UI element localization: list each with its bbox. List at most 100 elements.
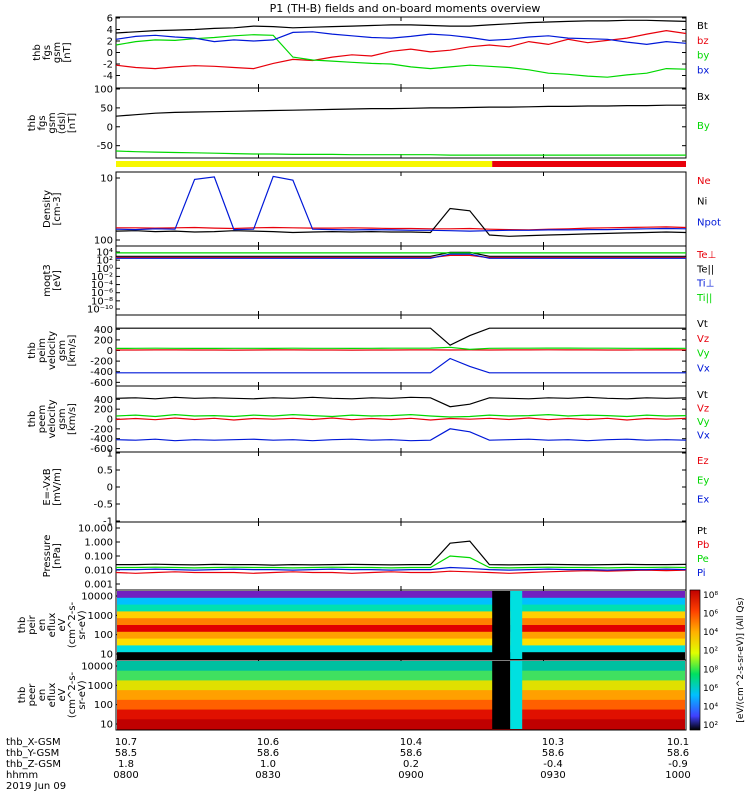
legend-Vx: Vx <box>697 431 710 442</box>
series-line-Vz <box>115 417 687 421</box>
ylabel-line: eV <box>57 618 68 631</box>
ytick-label: 100 <box>94 700 113 711</box>
spectrogram-band <box>117 709 685 720</box>
series-line-bz <box>115 29 687 70</box>
ylabel-line: E=-VxB <box>42 468 53 505</box>
ylabel-line: thb <box>27 411 38 428</box>
legend-Pe: Pe <box>697 554 709 565</box>
colorbar-label-text: [eV/(cm^2-s-sr-eV)] (All Qs) <box>736 597 746 722</box>
series-line-Vy <box>115 346 687 351</box>
ylabel-line: thb <box>27 115 38 132</box>
panel-ylabel: E=-VxB [mV/m] <box>42 468 63 506</box>
series-line-Pi <box>116 566 687 571</box>
series-line-Pb <box>115 569 687 574</box>
series-line-Pt <box>116 540 687 566</box>
colorbar-tick: 10² <box>703 647 718 657</box>
colorbar-tick: 10⁸ <box>703 665 718 675</box>
colorbar-tick: 10⁸ <box>703 591 718 601</box>
spectrogram-gap <box>492 661 511 729</box>
legend-Vt: Vt <box>697 319 708 330</box>
ylabel-line: [mV/m] <box>52 468 63 506</box>
ylabel-line: sr-eV) <box>77 680 88 709</box>
legend-Ti||: Ti|| <box>696 293 712 304</box>
ytick-label: 1 <box>107 449 113 460</box>
ytick-label: -200 <box>90 424 113 435</box>
ylabel-line: velocity <box>47 399 58 438</box>
ytick-label: -4 <box>103 71 113 82</box>
ytick-label: 0 <box>107 346 113 357</box>
ylabel-line: [km/s] <box>67 334 78 366</box>
ytick-label: 10⁰ <box>96 264 113 275</box>
legend-Ez: Ez <box>697 456 709 467</box>
ytick-label: 0 <box>107 122 113 133</box>
legend-Ne: Ne <box>697 176 711 187</box>
panel-ylabel: thb peim velocity gsm [km/s] <box>27 331 78 370</box>
ylabel-line: peim <box>37 338 48 363</box>
ylabel-line: (cm^2-s- <box>67 671 78 718</box>
ytick-label: 0 <box>107 415 113 426</box>
ylabel-line: Density <box>42 190 53 228</box>
series-line-Vx <box>116 357 686 374</box>
panel-9: thb peer en eflux eV (cm^2-s-sr-eV)1000010001… <box>17 659 687 731</box>
legend-Vz: Vz <box>697 334 709 345</box>
legend-Npot: Npot <box>697 217 721 228</box>
plot-title: P1 (TH-B) fields and on-board moments ov… <box>270 2 541 15</box>
ytick-label: 100 <box>94 236 113 247</box>
series-line-Te|| <box>116 251 686 257</box>
series-line-Bx <box>115 104 686 117</box>
colorbar-tick: 10⁴ <box>703 628 718 638</box>
ylabel-line: peem <box>37 405 48 433</box>
spectrogram-band <box>117 719 685 730</box>
spectrogram-band <box>117 611 685 619</box>
series-line-Vy <box>115 413 687 418</box>
ylabel-line: fgs <box>37 115 48 130</box>
colorbar-tick: 10⁶ <box>703 610 718 620</box>
spectrogram-band <box>117 597 685 606</box>
panel-ylabel: moqt3 [eV] <box>42 264 63 297</box>
series-line-Npot <box>115 175 687 232</box>
ytick-label: 400 <box>94 325 113 336</box>
colorbar-tick: 10⁴ <box>703 702 718 712</box>
legend-bx: bx <box>697 65 709 76</box>
panel-ylabel: thb fgs gsm (dsl) [nT] <box>27 112 78 134</box>
spectrogram-band <box>117 652 685 660</box>
ytick-label: 0.100 <box>84 552 113 563</box>
spectrogram-band <box>117 625 685 633</box>
series-line-by <box>115 34 687 78</box>
series-line-Ne <box>116 226 687 231</box>
ytick-label: -200 <box>90 357 113 368</box>
series-line-Vx <box>115 428 687 442</box>
legend-Ex: Ex <box>697 495 709 506</box>
ytick-label: 0.010 <box>84 566 113 577</box>
panel-ylabel: Pressure [nPa] <box>42 535 63 578</box>
ytick-label: 0 <box>107 48 113 59</box>
colorbar-tick: 10² <box>703 721 718 731</box>
series-line-Te⊥ <box>116 254 686 259</box>
ytick-label: 50 <box>100 103 113 114</box>
legend-Bt: Bt <box>697 21 708 32</box>
legend-Vx: Vx <box>697 363 710 374</box>
series-line-Vt <box>116 327 686 346</box>
ylabel-line: (cm^2-s- <box>67 601 78 648</box>
ylabel-line: gsm <box>52 42 63 63</box>
ylabel-line: thb <box>17 687 28 704</box>
ylabel-line: [cm-3] <box>52 192 63 225</box>
spectrogram-gap <box>492 591 511 659</box>
legend-Ti⊥: Ti⊥ <box>696 279 714 290</box>
panel-frame <box>115 451 687 523</box>
colorbar-label: [eV/(cm^2-s-sr-eV)] (All Qs) <box>736 597 746 722</box>
ytick-label: 100 <box>94 85 113 96</box>
ylabel-line: peir <box>27 614 38 634</box>
ylabel-line: en <box>37 619 48 632</box>
ylabel-line: fgs <box>42 45 53 60</box>
ylabel-line: eflux <box>47 613 58 638</box>
ylabel-line: velocity <box>47 331 58 370</box>
ytick-label: 10 <box>100 174 113 185</box>
ylabel-line: moqt3 <box>42 264 53 297</box>
ylabel-line: [nT] <box>62 42 73 62</box>
series-line-Bt <box>115 19 687 34</box>
legend-Pt: Pt <box>697 526 707 537</box>
spectrogram-band <box>117 670 685 681</box>
panel-ylabel: thb fgs gsm [nT] <box>32 42 73 63</box>
